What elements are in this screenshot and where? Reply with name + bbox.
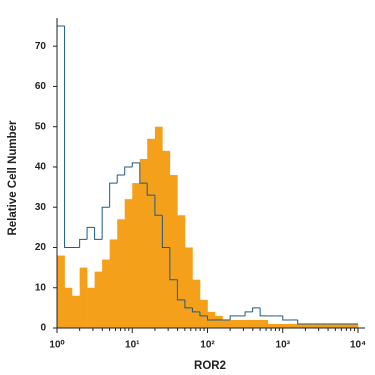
histogram-step <box>131 162 140 167</box>
histogram-bar <box>71 295 80 328</box>
histogram-step <box>297 319 306 325</box>
histogram-bar <box>342 323 351 328</box>
y-tick-label: 40 <box>35 162 47 173</box>
histogram-step <box>161 215 170 248</box>
histogram-bar <box>192 279 201 328</box>
histogram-bar <box>57 255 65 328</box>
histogram-bar <box>305 323 314 328</box>
y-tick-label: 20 <box>35 242 47 253</box>
histogram-step <box>244 311 253 316</box>
histogram-step <box>169 247 178 281</box>
histogram-step <box>116 174 125 184</box>
histogram-bar <box>64 287 73 328</box>
histogram-bar <box>297 323 306 328</box>
x-tick-label: 10² <box>200 340 215 351</box>
histogram-bar <box>79 267 88 328</box>
histogram-bar <box>124 199 133 328</box>
plot-area <box>56 25 359 329</box>
x-tick-label: 10⁴ <box>350 340 366 351</box>
histogram-bar <box>215 315 223 328</box>
histogram-step <box>191 307 200 313</box>
histogram-bar <box>139 158 148 328</box>
histogram-bar <box>267 323 276 328</box>
x-tick-label: 10¹ <box>125 340 140 351</box>
histogram-step <box>64 26 72 248</box>
histogram-step <box>176 279 185 301</box>
histogram-step <box>94 227 103 240</box>
histogram-step <box>79 238 88 248</box>
y-tick-label: 0 <box>40 323 46 334</box>
histogram-bar <box>275 323 284 328</box>
histogram-step <box>101 206 110 240</box>
x-tick-label: 10⁰ <box>49 340 64 351</box>
histogram-step <box>86 226 95 240</box>
histogram-bar <box>147 138 156 328</box>
histogram-step <box>124 166 133 176</box>
histogram-bar <box>230 319 238 328</box>
histogram-step <box>154 195 163 216</box>
histogram-bar <box>312 323 321 328</box>
histogram-step <box>139 162 148 184</box>
histogram-bar <box>169 175 178 328</box>
y-tick-label: 70 <box>35 41 47 52</box>
histogram-step <box>109 182 118 208</box>
histogram-step <box>259 307 268 317</box>
histogram-bar <box>252 319 261 328</box>
histogram-bar <box>102 259 110 328</box>
histogram-bar <box>94 271 103 328</box>
histogram-bar <box>245 319 253 328</box>
histogram-bar <box>199 299 208 328</box>
histogram-bar <box>260 319 269 328</box>
y-tick-label: 30 <box>35 202 47 213</box>
y-tick-label: 50 <box>35 121 47 132</box>
x-tick-label: 10³ <box>276 340 291 351</box>
histogram-step <box>229 315 238 320</box>
histogram-bar <box>335 323 344 328</box>
histogram-step <box>252 307 261 312</box>
histogram-step <box>146 183 155 196</box>
histogram-bar <box>109 239 118 328</box>
histogram-bar <box>237 319 246 328</box>
y-tick-label: 10 <box>35 282 47 293</box>
histogram-bar <box>327 323 336 328</box>
histogram-bar <box>282 323 291 328</box>
histogram-bar <box>320 323 329 328</box>
histogram-step <box>207 315 216 321</box>
histogram-bar <box>132 183 141 328</box>
histogram-bar <box>87 287 95 328</box>
histogram-bar <box>290 323 298 328</box>
histogram-step <box>199 311 208 317</box>
histogram-bar <box>162 150 171 328</box>
x-axis-title: ROR2 <box>194 360 226 372</box>
histogram-bar <box>177 215 186 328</box>
histogram-bar <box>154 126 163 329</box>
histogram-bar <box>222 319 231 328</box>
histogram-step <box>282 315 291 321</box>
histogram-step <box>184 299 193 309</box>
histogram-bar <box>184 247 193 328</box>
y-tick-label: 60 <box>35 81 47 92</box>
histogram-bar <box>350 323 359 328</box>
histogram-bar <box>117 219 126 328</box>
y-axis-title: Relative Cell Number <box>7 120 19 236</box>
